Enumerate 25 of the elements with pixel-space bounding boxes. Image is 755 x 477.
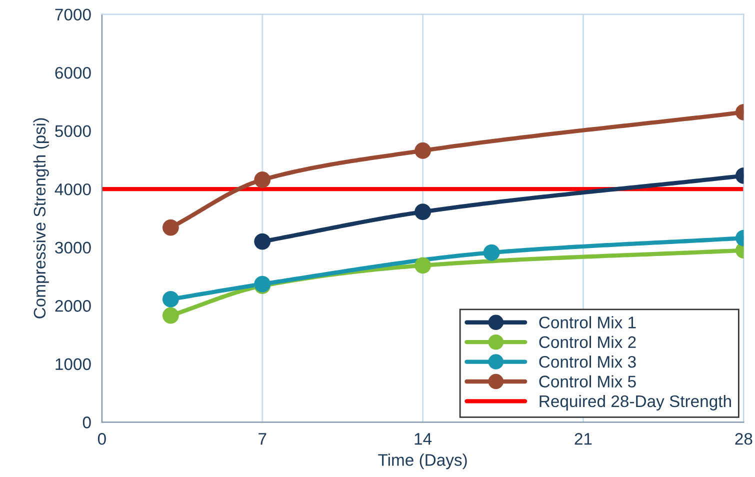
x-tick-label: 21 <box>574 433 592 445</box>
y-tick-label: 7000 <box>55 8 91 21</box>
y-tick-label: 5000 <box>55 125 91 138</box>
point <box>162 290 179 308</box>
y-tick-label: 1000 <box>56 358 91 370</box>
y-tick-label: 4000 <box>54 183 91 196</box>
y-axis-title: Compressive Strength (psi) <box>33 118 49 318</box>
x-tick-label: 7 <box>258 433 266 445</box>
legend-label: Control Mix 1 <box>539 316 636 328</box>
x-tick-label: 28 <box>735 433 752 445</box>
y-tick-label: 6000 <box>55 66 91 79</box>
legend-label: Required 28-Day Strength <box>540 394 731 410</box>
x-tick-label: 14 <box>414 433 432 445</box>
legend-label: Control Mix 2 <box>539 336 636 348</box>
x-axis-title: Time (Days) <box>378 454 467 470</box>
y-tick-label: 3000 <box>55 242 91 254</box>
y-tick-label: 2000 <box>55 300 91 312</box>
point <box>254 233 271 250</box>
legend-label: Control Mix 3 <box>539 356 636 368</box>
point <box>162 219 179 236</box>
point <box>162 307 179 324</box>
x-tick-label: 0 <box>98 433 106 445</box>
y-tick-label: 0 <box>82 416 91 428</box>
legend-label: Control Mix 5 <box>539 375 636 388</box>
point <box>254 172 271 188</box>
